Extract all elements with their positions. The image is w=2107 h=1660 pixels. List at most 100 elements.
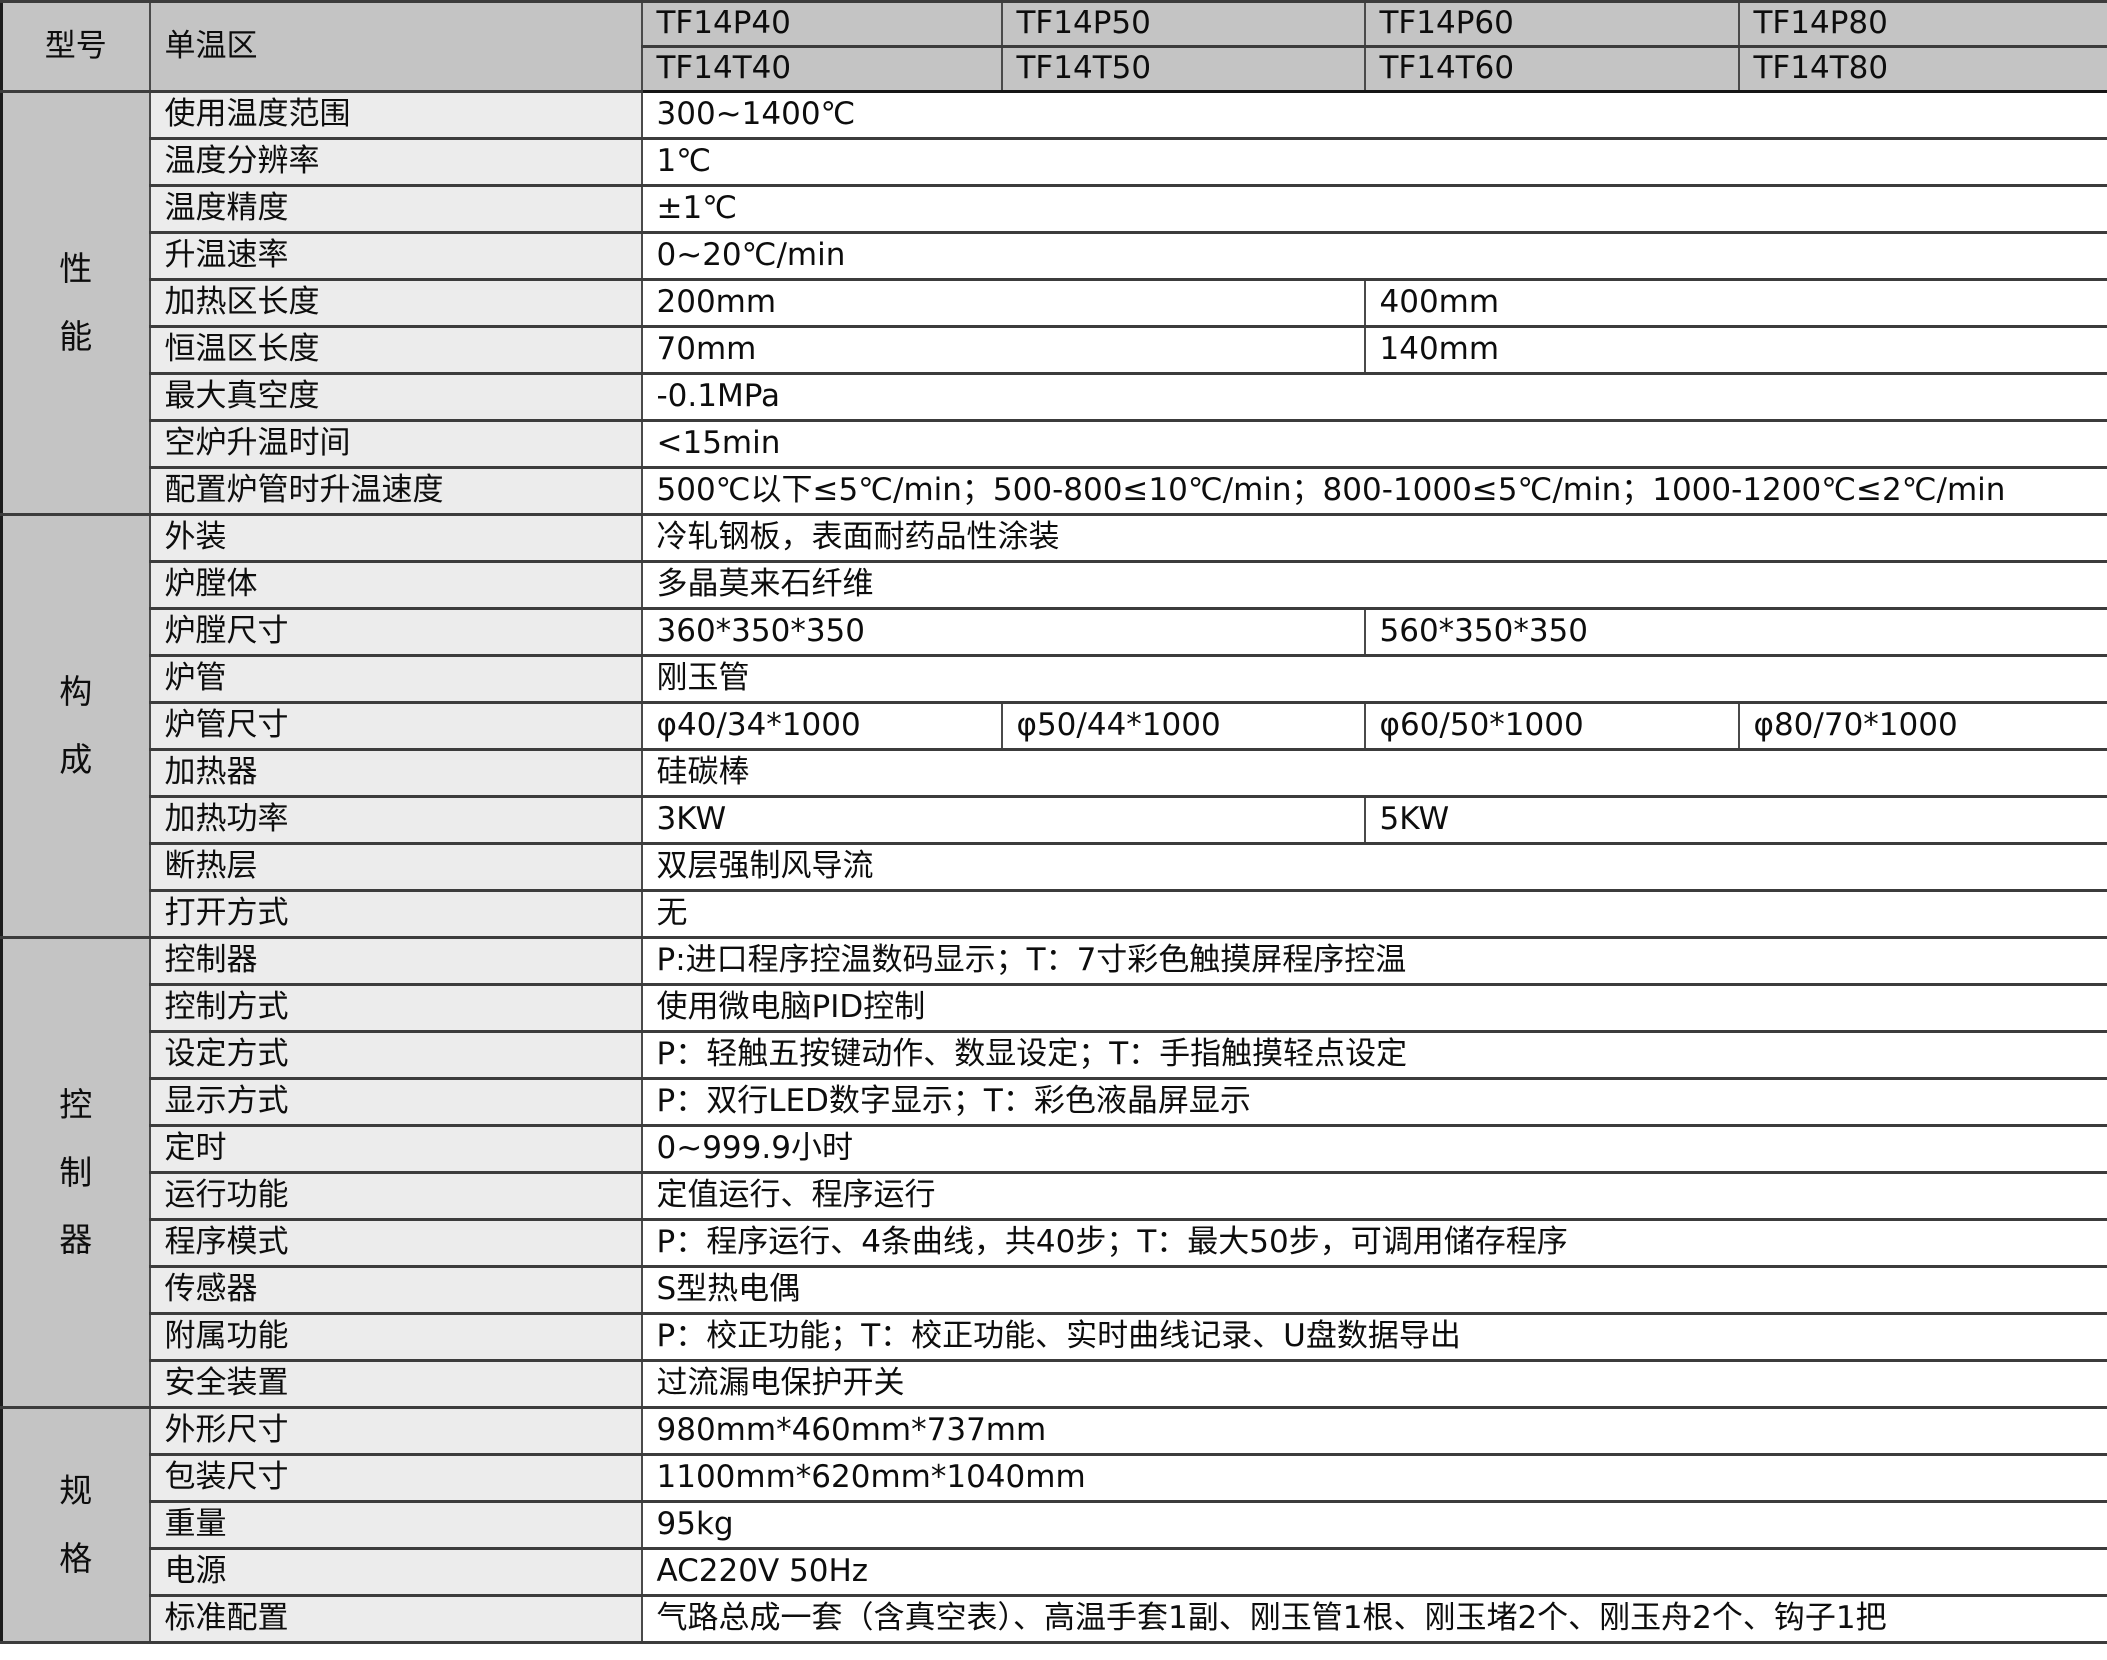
spec-value-cell: 400mm: [1363, 278, 2107, 328]
section-label-char: 性: [59, 249, 93, 289]
spec-value-cell: 95kg: [640, 1500, 2107, 1550]
spec-value-cell: 500℃以下≤5℃/min；500-800≤10℃/min；800-1000≤5…: [640, 466, 2107, 516]
spec-value-cell: 5KW: [1363, 795, 2107, 845]
table-row: 炉膛体 多晶莫来石纤维: [2, 560, 2107, 610]
spec-label-cell: 外装: [148, 513, 643, 563]
table-row: 安全装置 过流漏电保护开关: [2, 1359, 2107, 1409]
spec-label-cell: 温度分辨率: [148, 137, 643, 187]
spec-value-cell: 980mm*460mm*737mm: [640, 1406, 2107, 1456]
spec-label-cell: 安全装置: [148, 1359, 643, 1409]
spec-label-cell: 外形尺寸: [148, 1406, 643, 1456]
table-row: 控制方式 使用微电脑PID控制: [2, 983, 2107, 1033]
table-row: 标准配置 气路总成一套（含真空表）、高温手套1副、刚玉管1根、刚玉堵2个、刚玉舟2…: [2, 1594, 2107, 1644]
section-label-cell: 控制器: [0, 936, 151, 1409]
spec-label-cell: 加热区长度: [148, 278, 643, 328]
spec-value-cell: 双层强制风导流: [640, 842, 2107, 892]
spec-value-cell: P：双行LED数字显示；T：彩色液晶屏显示: [640, 1077, 2107, 1127]
table-row: 重量 95kg: [2, 1500, 2107, 1550]
spec-value-cell: 0~999.9小时: [640, 1124, 2107, 1174]
spec-value-cell: ±1℃: [640, 184, 2107, 234]
spec-value-cell: P：校正功能；T：校正功能、实时曲线记录、U盘数据导出: [640, 1312, 2107, 1362]
spec-value-cell: 200mm: [640, 278, 1366, 328]
spec-label-cell: 配置炉管时升温速度: [148, 466, 643, 516]
spec-label-cell: 打开方式: [148, 889, 643, 939]
section-label-cell: 构成: [0, 513, 151, 939]
table-row: 温度分辨率 1℃: [2, 137, 2107, 187]
model-name-cell: TF14T60: [1363, 45, 1740, 93]
spec-label-cell: 显示方式: [148, 1077, 643, 1127]
section-label-char: 控: [59, 1085, 93, 1125]
spec-label-cell: 包装尺寸: [148, 1453, 643, 1503]
table-row: 温度精度 ±1℃: [2, 184, 2107, 234]
table-row: 设定方式 P：轻触五按键动作、数显设定；T：手指触摸轻点设定: [2, 1030, 2107, 1080]
table-row: 打开方式无: [2, 889, 2107, 939]
table-row: 定时 0~999.9小时: [2, 1124, 2107, 1174]
model-name-cell: TF14P50: [1000, 0, 1366, 48]
table-row: 电源 AC220V 50Hz: [2, 1547, 2107, 1597]
table-row: 规格外形尺寸 980mm*460mm*737mm: [0, 1406, 2107, 1644]
spec-label-cell: 炉管: [148, 654, 643, 704]
table-row: 程序模式 P：程序运行、4条曲线，共40步；T：最大50步，可调用储存程序: [2, 1218, 2107, 1268]
spec-value-cell: 气路总成一套（含真空表）、高温手套1副、刚玉管1根、刚玉堵2个、刚玉舟2个、钩子…: [640, 1594, 2107, 1644]
table-row: 控制器控制器 P:进口程序控温数码显示；T：7寸彩色触摸屏程序控温: [0, 936, 2107, 1409]
section-label-char: 器: [59, 1220, 93, 1260]
spec-value-cell: P：程序运行、4条曲线，共40步；T：最大50步，可调用储存程序: [640, 1218, 2107, 1268]
model-name-cell: TF14P60: [1363, 0, 1740, 48]
spec-value-cell: 过流漏电保护开关: [640, 1359, 2107, 1409]
table-row: 加热功率 3KW 5KW: [2, 795, 2107, 845]
spec-label-cell: 加热功率: [148, 795, 643, 845]
spec-label-cell: 空炉升温时间: [148, 419, 643, 469]
spec-label-cell: 加热器: [148, 748, 643, 798]
table-row: 炉管 刚玉管: [2, 654, 2107, 704]
model-name-cell: TF14T80: [1737, 45, 2107, 93]
spec-value-cell: 冷轧钢板，表面耐药品性涂装: [640, 513, 2107, 563]
spec-value-cell: 定值运行、程序运行: [640, 1171, 2107, 1221]
spec-value-cell: 无: [640, 889, 2107, 939]
table-row: 炉管尺寸 φ40/34*1000 φ50/44*1000 φ60/50*1000 φ80…: [2, 701, 2107, 751]
spec-label-cell: 程序模式: [148, 1218, 643, 1268]
spec-value-cell: 0~20℃/min: [640, 231, 2107, 281]
spec-value-cell: 300~1400℃: [640, 90, 2107, 140]
table-row: 断热层 双层强制风导流: [2, 842, 2107, 892]
spec-value-cell: S型热电偶: [640, 1265, 2107, 1315]
spec-label-cell: 断热层: [148, 842, 643, 892]
table-row: 炉膛尺寸 360*350*350 560*350*350: [2, 607, 2107, 657]
spec-label-cell: 重量: [148, 1500, 643, 1550]
spec-label-cell: 控制方式: [148, 983, 643, 1033]
table-body: 性能使用温度范围 300~1400℃ 温度分辨率 1℃ 温度精度 ±1℃ 升温速率 0~20℃…: [0, 90, 2107, 1644]
section-label-char: 能: [59, 317, 93, 356]
spec-label-cell: 设定方式: [148, 1030, 643, 1080]
spec-value-cell: AC220V 50Hz: [640, 1547, 2107, 1597]
spec-label-cell: 炉膛体: [148, 560, 643, 610]
spec-value-cell: 140mm: [1363, 325, 2107, 375]
table-row: 最大真空度 -0.1MPa: [2, 372, 2107, 422]
table-row: 加热区长度 200mm 400mm: [2, 278, 2107, 328]
spec-value-cell: 1100mm*620mm*1040mm: [640, 1453, 2107, 1503]
section-label-cell: 规格: [0, 1406, 151, 1644]
spec-label-cell: 炉管尺寸: [148, 701, 643, 751]
table-row: 升温速率 0~20℃/min: [2, 231, 2107, 281]
table-row: 恒温区长度 70mm 140mm: [2, 325, 2107, 375]
spec-label-cell: 运行功能: [148, 1171, 643, 1221]
table-row: 加热器 硅碳棒: [2, 748, 2107, 798]
spec-value-cell: P:进口程序控温数码显示；T：7寸彩色触摸屏程序控温: [640, 936, 2107, 986]
spec-value-cell: 多晶莫来石纤维: [640, 560, 2107, 610]
spec-label-cell: 标准配置: [148, 1594, 643, 1644]
spec-value-cell: <15min: [640, 419, 2107, 469]
section-label-cell: 性能: [0, 90, 151, 516]
spec-label-cell: 炉膛尺寸: [148, 607, 643, 657]
model-name-cell: TF14T40: [640, 45, 1003, 93]
zone-header-cell: 单温区: [148, 0, 643, 93]
section-label-char: 构: [59, 672, 93, 712]
section-label-char: 规: [59, 1471, 93, 1511]
model-name-cell: TF14T50: [1000, 45, 1366, 93]
spec-value-cell: P：轻触五按键动作、数显设定；T：手指触摸轻点设定: [640, 1030, 2107, 1080]
spec-label-cell: 升温速率: [148, 231, 643, 281]
spec-value-cell: φ80/70*1000: [1737, 701, 2107, 751]
spec-label-cell: 定时: [148, 1124, 643, 1174]
model-name-cell: TF14P40: [640, 0, 1003, 48]
spec-label-cell: 传感器: [148, 1265, 643, 1315]
header-row-t: TF14T40 TF14T50 TF14T60 TF14T80: [2, 45, 2107, 93]
table-row: 运行功能 定值运行、程序运行: [2, 1171, 2107, 1221]
